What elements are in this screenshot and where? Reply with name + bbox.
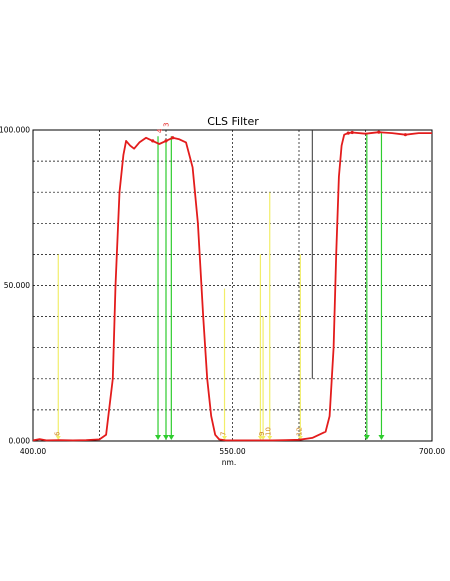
x-tick-label: 700.00 [419,447,445,456]
curve-point [171,136,175,140]
y-tick-label: 100.000 [0,126,30,135]
green-marker-arrow [363,435,370,440]
x-axis-label: nm. [222,458,236,467]
yellow-marker-arrow [267,436,273,440]
curve-point [346,131,350,135]
y-tick-label: 0.000 [9,437,31,446]
green-marker-arrow [378,435,385,440]
curve-point [403,133,407,137]
x-tick-label: 550.00 [219,447,245,456]
green-marker-arrow [155,435,162,440]
curve-point [350,130,354,135]
y-tick-label: 50.000 [4,281,30,290]
marker-label: 12 [295,427,303,436]
x-tick-label: 400.00 [20,447,46,456]
point-label: 3 [163,122,171,126]
marker-label: 9 [258,432,266,436]
yellow-marker-arrow [222,436,228,440]
yellow-marker-arrow [297,436,303,440]
marker-label: 7 [220,432,228,436]
yellow-marker-arrow [260,436,266,440]
chart-title: CLS Filter [207,115,259,128]
green-marker-arrow [163,435,169,440]
yellow-marker-arrow [55,436,61,440]
curve-point [151,139,155,143]
curve-point [377,130,381,134]
marker-label: 10 [265,427,273,436]
marker-label: 6 [53,431,61,436]
green-marker-arrow [168,435,175,440]
point-label: 4 [156,128,164,133]
transmission-curve [32,131,432,442]
curve-point [164,139,168,143]
